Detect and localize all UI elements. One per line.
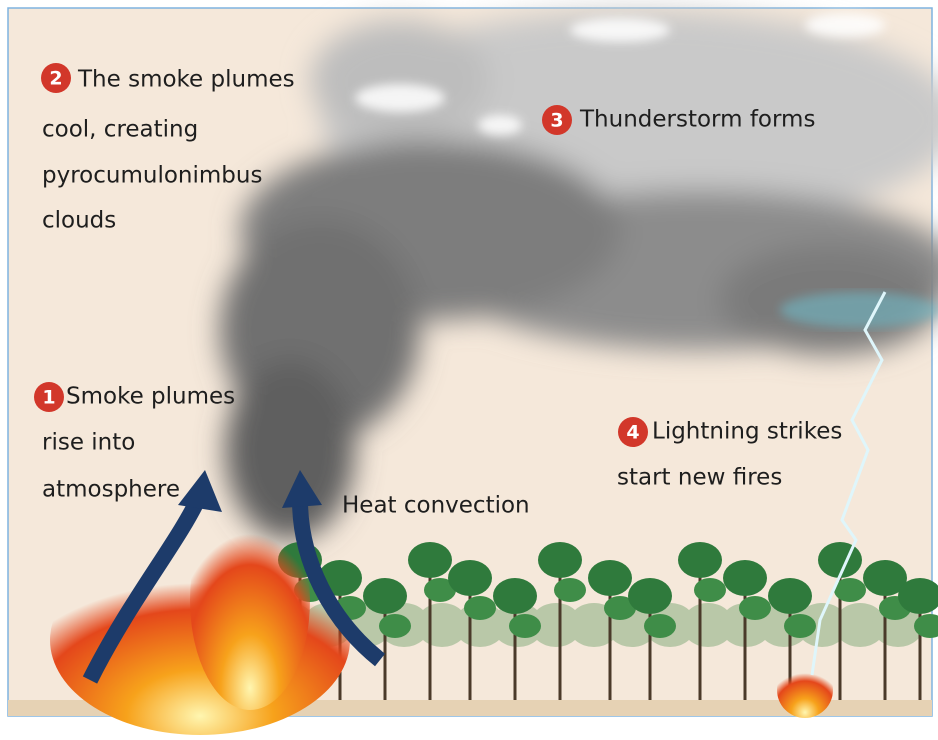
step-text: rise into — [42, 430, 135, 456]
step-3: 3 Thunderstorm forms — [542, 105, 815, 135]
new-fire — [777, 662, 833, 718]
tree-crown — [554, 578, 586, 602]
tree-crown — [768, 578, 812, 614]
step-number: 4 — [626, 422, 639, 444]
tree-crown — [363, 578, 407, 614]
step-number: 2 — [49, 68, 62, 90]
step-text: clouds — [42, 208, 116, 234]
tree-crown — [784, 614, 816, 638]
tree-crown — [538, 542, 582, 578]
tree-crown — [678, 542, 722, 578]
tree-crown — [379, 614, 411, 638]
tree-crown — [644, 614, 676, 638]
tree-crown — [493, 578, 537, 614]
tree-crown — [694, 578, 726, 602]
step-text: start new fires — [617, 465, 782, 491]
convection-label: Heat convection — [342, 493, 530, 519]
tree-crown — [408, 542, 452, 578]
illustration: 2 The smoke plumes cool, creating pyrocu… — [0, 0, 938, 740]
tree-crown — [739, 596, 771, 620]
step-text: cool, creating — [42, 117, 198, 143]
step-number: 1 — [42, 387, 55, 409]
tree-crown — [509, 614, 541, 638]
step-text: Lightning strikes — [652, 419, 842, 445]
step-text: pyrocumulonimbus — [42, 163, 262, 189]
tree-crown — [628, 578, 672, 614]
tree-crown — [464, 596, 496, 620]
page: {"steps": [ {"number": "1", "lines": ["S… — [0, 0, 938, 740]
step-text: Thunderstorm forms — [579, 107, 815, 133]
step-text: The smoke plumes — [77, 67, 295, 93]
tree-crown — [448, 560, 492, 596]
fire — [190, 490, 310, 710]
step-number: 3 — [550, 110, 563, 132]
tree-crown — [588, 560, 632, 596]
storm-glow — [780, 292, 938, 328]
step-text: atmosphere — [42, 477, 180, 503]
step-text: Smoke plumes — [66, 384, 235, 410]
tree-crown — [723, 560, 767, 596]
